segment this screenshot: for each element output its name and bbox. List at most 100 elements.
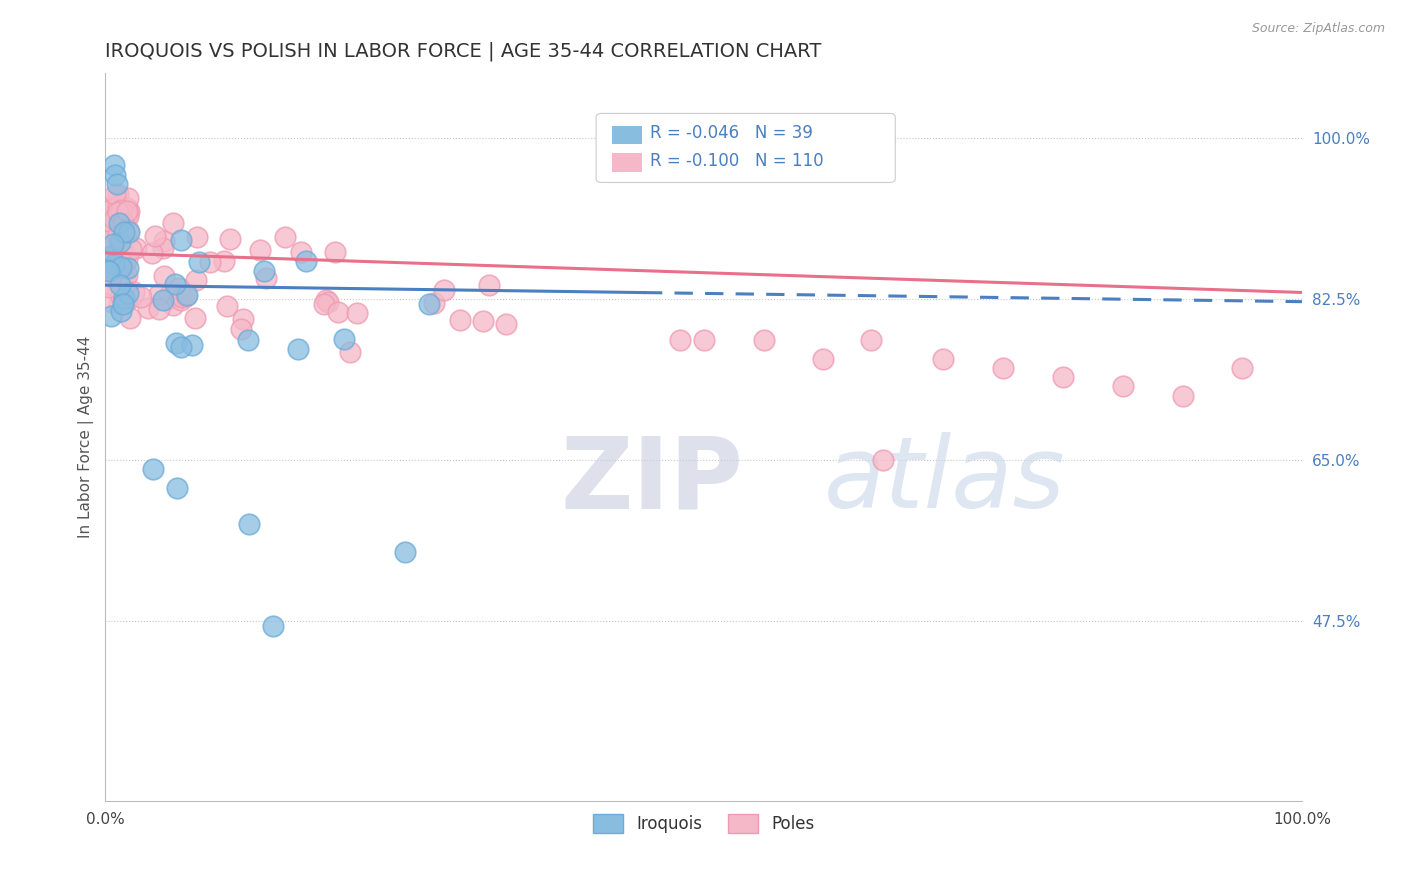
Point: [104, 186, 127, 201]
Point: [96, 246, 118, 260]
Point: [315, 293, 337, 308]
Point: [148, 301, 170, 316]
Point: [117, 191, 139, 205]
Point: [120, 242, 142, 256]
Point: [107, 199, 129, 213]
Point: [872, 453, 894, 467]
Point: [103, 236, 125, 251]
Point: [212, 253, 235, 268]
Point: [187, 255, 209, 269]
Point: [107, 209, 129, 223]
Point: [418, 296, 440, 310]
Point: [394, 545, 416, 559]
Point: [100, 202, 122, 217]
Point: [110, 202, 132, 217]
Point: [101, 216, 124, 230]
Point: [104, 168, 127, 182]
Point: [253, 263, 276, 277]
Point: [107, 296, 129, 310]
Point: [100, 268, 122, 283]
Point: [108, 246, 131, 260]
Point: [111, 255, 134, 269]
Point: [110, 245, 132, 260]
Point: [108, 235, 131, 249]
Point: [262, 618, 284, 632]
Point: [115, 203, 138, 218]
Point: [112, 291, 135, 305]
Point: [117, 223, 139, 237]
Point: [165, 277, 187, 291]
Point: [170, 233, 193, 247]
Point: [249, 243, 271, 257]
Point: [141, 246, 163, 260]
Point: [184, 273, 207, 287]
Point: [176, 287, 198, 301]
Point: [115, 252, 138, 267]
Point: [110, 260, 132, 274]
Text: R = -0.100   N = 110: R = -0.100 N = 110: [650, 152, 824, 169]
Point: [96, 263, 118, 277]
Point: [218, 232, 240, 246]
Point: [112, 295, 135, 310]
Point: [186, 229, 208, 244]
Point: [108, 216, 131, 230]
Point: [295, 254, 318, 268]
Point: [117, 286, 139, 301]
Point: [101, 254, 124, 268]
Point: [932, 351, 955, 366]
Point: [104, 212, 127, 227]
Point: [117, 260, 139, 275]
Point: [159, 287, 181, 301]
Point: [103, 234, 125, 248]
Bar: [612, 126, 641, 144]
Point: [107, 227, 129, 242]
Point: [174, 289, 197, 303]
Legend: Iroquois, Poles: Iroquois, Poles: [586, 807, 821, 839]
Point: [112, 226, 135, 240]
Point: [125, 242, 148, 256]
Point: [215, 299, 238, 313]
Point: [162, 216, 184, 230]
Text: atlas: atlas: [824, 432, 1066, 529]
Point: [107, 280, 129, 294]
Point: [117, 209, 139, 223]
Point: [860, 334, 883, 348]
Point: [96, 235, 118, 249]
Point: [111, 261, 134, 276]
Point: [115, 211, 138, 225]
Point: [423, 296, 446, 310]
Point: [155, 293, 177, 308]
Point: [111, 216, 134, 230]
Point: [103, 198, 125, 212]
Text: Source: ZipAtlas.com: Source: ZipAtlas.com: [1251, 22, 1385, 36]
Point: [98, 280, 121, 294]
Point: [238, 517, 260, 532]
Point: [153, 269, 176, 284]
Point: [115, 268, 138, 282]
Point: [112, 244, 135, 259]
Point: [107, 187, 129, 202]
Point: [236, 333, 259, 347]
Point: [290, 245, 312, 260]
Point: [333, 332, 356, 346]
Point: [472, 314, 495, 328]
Point: [170, 340, 193, 354]
Point: [98, 249, 121, 263]
Point: [97, 254, 120, 268]
Y-axis label: In Labor Force | Age 35-44: In Labor Force | Age 35-44: [79, 335, 94, 538]
Point: [669, 334, 692, 348]
Point: [114, 257, 136, 271]
Point: [200, 254, 222, 268]
Point: [101, 294, 124, 309]
Point: [1052, 370, 1074, 384]
Point: [117, 225, 139, 239]
Point: [110, 289, 132, 303]
Point: [129, 290, 152, 304]
Point: [100, 278, 122, 293]
Point: [136, 301, 159, 315]
Point: [752, 334, 775, 348]
Point: [328, 305, 350, 319]
Point: [181, 338, 204, 352]
Point: [162, 298, 184, 312]
Point: [107, 204, 129, 219]
